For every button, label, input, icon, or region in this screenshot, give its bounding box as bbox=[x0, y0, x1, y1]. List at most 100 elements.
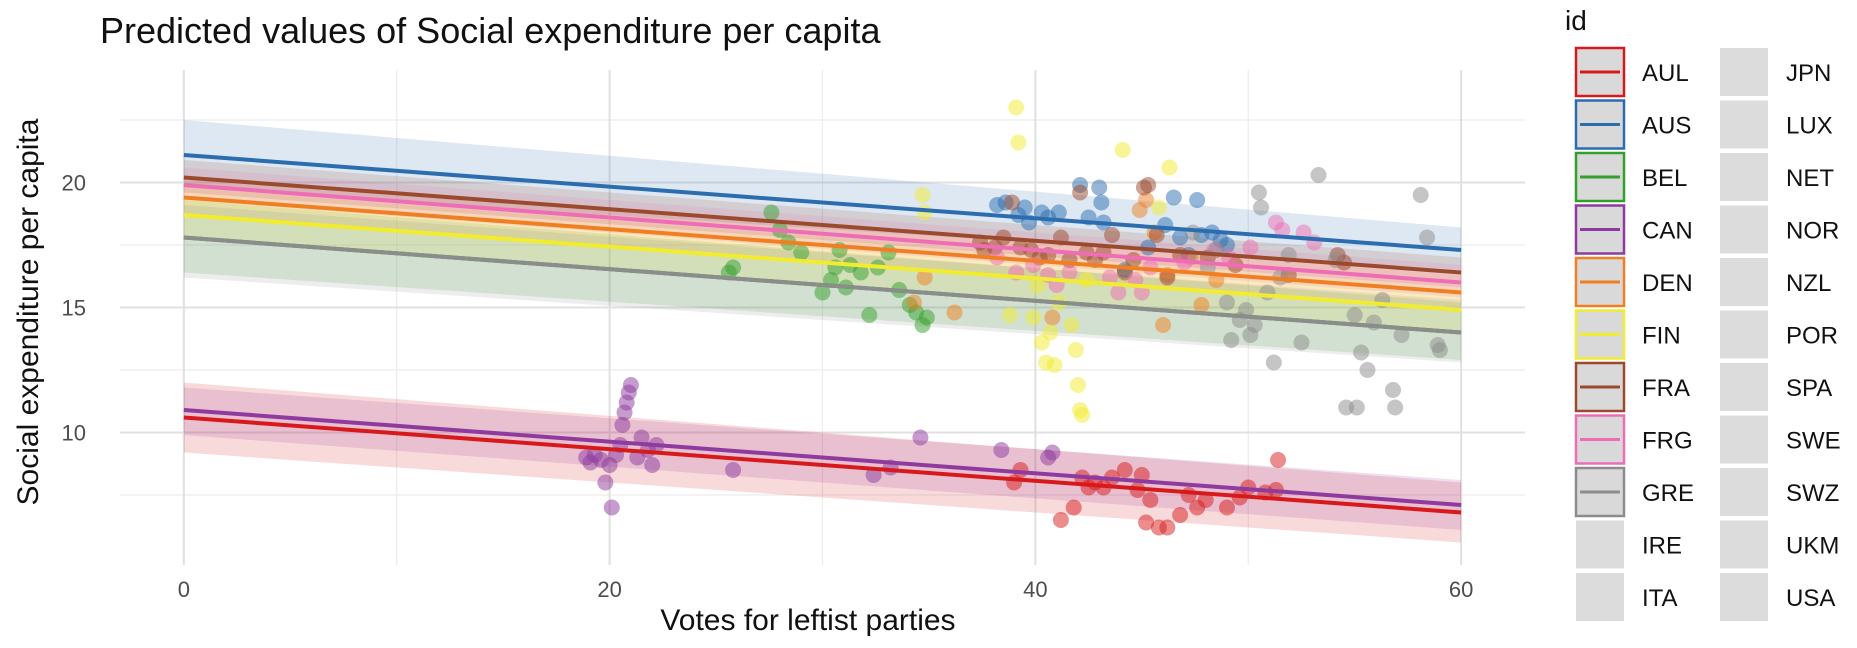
point-bel bbox=[852, 264, 869, 281]
legend-item-gre: GRE bbox=[1574, 466, 1694, 518]
point-gre bbox=[1346, 307, 1363, 323]
point-den bbox=[1193, 297, 1210, 313]
legend-label: NET bbox=[1786, 165, 1834, 192]
point-gre bbox=[1412, 187, 1429, 203]
point-aus bbox=[1050, 204, 1067, 221]
point-gre bbox=[1265, 354, 1282, 371]
point-den bbox=[1044, 309, 1061, 326]
point-gre bbox=[1385, 382, 1402, 398]
point-bel bbox=[725, 259, 742, 276]
point-fra bbox=[1140, 177, 1157, 193]
point-gre bbox=[1310, 167, 1327, 183]
point-gre bbox=[1393, 327, 1410, 343]
line-aus bbox=[183, 153, 1462, 252]
point-gre bbox=[1327, 252, 1344, 268]
point-fin bbox=[1042, 324, 1059, 341]
legend-item-usa: USA bbox=[1720, 573, 1835, 621]
point-aus bbox=[1172, 229, 1189, 246]
point-frg bbox=[1101, 269, 1118, 286]
point-gre bbox=[1238, 302, 1255, 318]
legend-label: NOR bbox=[1786, 218, 1839, 245]
point-can bbox=[993, 442, 1010, 458]
point-aus bbox=[1189, 192, 1206, 208]
legend-key bbox=[1720, 573, 1768, 621]
legend-label: JPN bbox=[1786, 60, 1831, 87]
point-can bbox=[614, 417, 631, 433]
point-aul bbox=[1172, 507, 1189, 523]
legend-key bbox=[1720, 415, 1768, 464]
point-gre bbox=[1353, 344, 1370, 361]
point-can bbox=[644, 457, 661, 473]
legend-item-swz: SWZ bbox=[1720, 468, 1839, 516]
point-fra bbox=[1072, 184, 1089, 201]
legend-item-aus: AUS bbox=[1574, 99, 1691, 150]
y-axis-title: Social expenditure per capita bbox=[12, 118, 45, 505]
point-fin bbox=[1001, 307, 1018, 323]
point-bel bbox=[918, 309, 935, 326]
point-aus bbox=[1093, 194, 1110, 211]
legend-item-den: DEN bbox=[1574, 256, 1693, 308]
legend-item-jpn: JPN bbox=[1720, 48, 1831, 96]
point-fin bbox=[1161, 159, 1178, 176]
point-gre bbox=[1184, 224, 1201, 241]
legend-key bbox=[1720, 520, 1768, 569]
point-aus bbox=[1091, 179, 1108, 196]
point-aul bbox=[1138, 514, 1155, 531]
legend-label: SWE bbox=[1786, 428, 1841, 455]
legend-label: DEN bbox=[1642, 270, 1693, 297]
point-bel bbox=[763, 204, 780, 221]
point-den bbox=[916, 269, 933, 286]
y-tick-label: 20 bbox=[62, 171, 86, 196]
x-tick-label: 40 bbox=[1023, 577, 1047, 602]
point-frg bbox=[1242, 239, 1259, 256]
point-gre bbox=[1431, 342, 1448, 358]
legend-key bbox=[1720, 258, 1768, 306]
point-fin bbox=[1029, 277, 1046, 293]
legend-label: CAN bbox=[1642, 218, 1693, 245]
legend-item-net: NET bbox=[1720, 153, 1834, 201]
point-fin bbox=[1069, 377, 1086, 393]
point-den bbox=[906, 294, 923, 311]
line-den bbox=[183, 195, 1462, 295]
point-can bbox=[622, 377, 639, 393]
point-fra bbox=[1148, 227, 1165, 243]
x-tick-label: 20 bbox=[597, 577, 621, 602]
point-gre bbox=[1218, 294, 1235, 311]
point-frg bbox=[1274, 222, 1291, 238]
point-fra bbox=[1104, 227, 1121, 243]
point-fin bbox=[1046, 357, 1063, 373]
point-gre bbox=[1253, 199, 1270, 216]
line-aul bbox=[183, 415, 1462, 515]
point-den bbox=[1155, 317, 1172, 333]
legend-item-ita: ITA bbox=[1576, 573, 1678, 621]
legend-item-spa: SPA bbox=[1720, 363, 1832, 411]
point-bel bbox=[861, 307, 878, 323]
legend-item-fin: FIN bbox=[1574, 309, 1681, 360]
point-gre bbox=[1359, 362, 1376, 378]
point-aul bbox=[1065, 499, 1082, 516]
point-gre bbox=[1348, 399, 1365, 416]
legend-key bbox=[1720, 363, 1768, 411]
point-aul bbox=[1052, 512, 1069, 528]
legend-label: ITA bbox=[1642, 585, 1678, 612]
legend-label: LUX bbox=[1786, 113, 1833, 140]
point-aul bbox=[1197, 492, 1214, 508]
point-den bbox=[946, 304, 963, 321]
y-axis-ticks: 10 15 20 bbox=[62, 171, 86, 446]
line-fra bbox=[183, 175, 1462, 275]
legend-label: AUS bbox=[1642, 113, 1691, 140]
legend-key bbox=[1576, 520, 1624, 569]
point-can bbox=[597, 474, 614, 491]
y-tick-label: 15 bbox=[62, 296, 86, 321]
legend-label: IRE bbox=[1642, 533, 1682, 560]
legend-label: SWZ bbox=[1786, 480, 1839, 507]
point-fin bbox=[1008, 99, 1025, 116]
y-tick-label: 10 bbox=[62, 421, 86, 446]
band-aus bbox=[183, 120, 1462, 270]
point-fin bbox=[1063, 317, 1080, 333]
point-fra bbox=[1003, 194, 1020, 211]
point-bel bbox=[880, 244, 897, 261]
regression-lines bbox=[183, 153, 1462, 515]
legend-label: POR bbox=[1786, 323, 1838, 350]
